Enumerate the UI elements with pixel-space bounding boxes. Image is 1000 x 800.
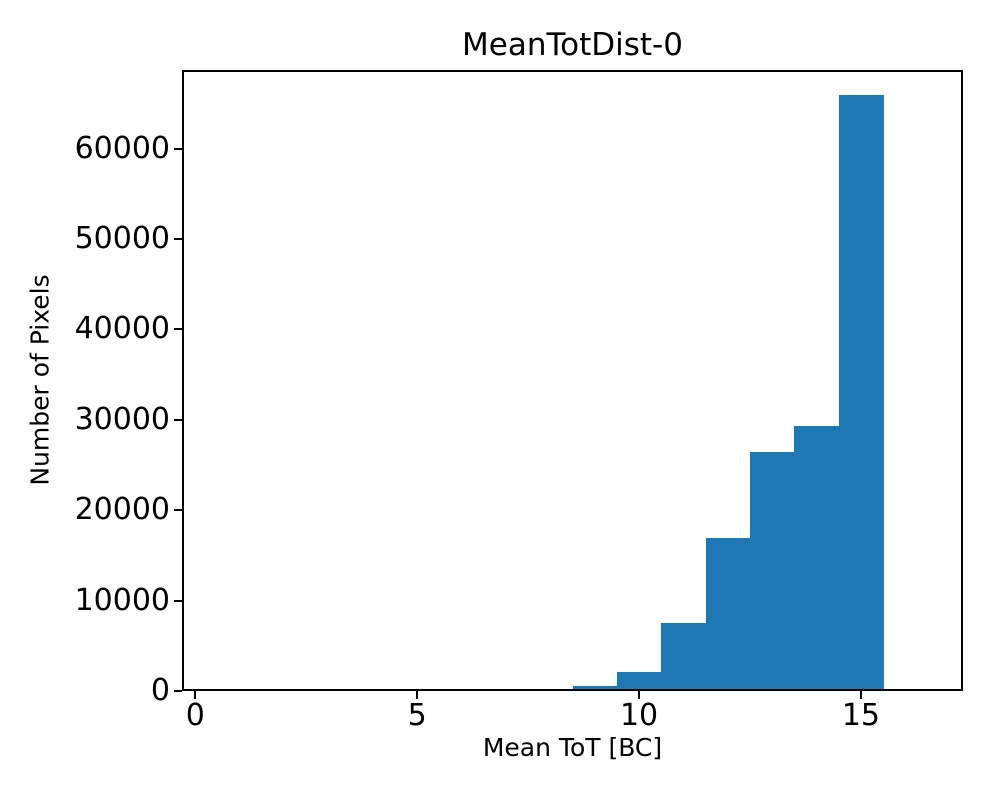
y-tick-label: 0 (150, 673, 170, 708)
x-tick-label: 15 (841, 698, 881, 733)
x-tick-mark (859, 691, 862, 699)
y-tick-label: 60000 (74, 130, 170, 166)
y-tick-label: 30000 (74, 401, 170, 437)
x-axis-label: Mean ToT [BC] (482, 733, 663, 762)
x-tick-mark (194, 691, 197, 699)
x-tick-label: 5 (407, 698, 427, 733)
y-tick-label: 20000 (74, 492, 170, 528)
y-tick-mark (174, 418, 182, 421)
y-axis-label: Number of Pixels (25, 274, 55, 486)
x-tick-label: 0 (185, 698, 205, 733)
y-tick-mark (174, 509, 182, 512)
y-tick-label: 40000 (74, 311, 170, 347)
chart-title: MeanTotDist-0 (462, 27, 683, 63)
histogram-bar (616, 671, 662, 689)
histogram-bar (794, 426, 840, 689)
histogram-bar (838, 95, 884, 689)
y-tick-mark (174, 147, 182, 150)
histogram-bar (572, 686, 618, 689)
histogram-bar (750, 451, 795, 689)
x-tick-mark (638, 691, 641, 699)
y-tick-mark (174, 328, 182, 331)
y-tick-mark (174, 238, 182, 241)
y-tick-label: 50000 (74, 221, 170, 257)
y-tick-mark (174, 599, 182, 602)
y-tick-mark (174, 690, 182, 692)
histogram-bar (705, 537, 751, 689)
plot-area (182, 70, 963, 691)
y-tick-label: 10000 (74, 582, 170, 618)
histogram-bar (661, 622, 707, 689)
x-tick-label: 10 (619, 698, 659, 733)
x-tick-mark (416, 691, 419, 699)
